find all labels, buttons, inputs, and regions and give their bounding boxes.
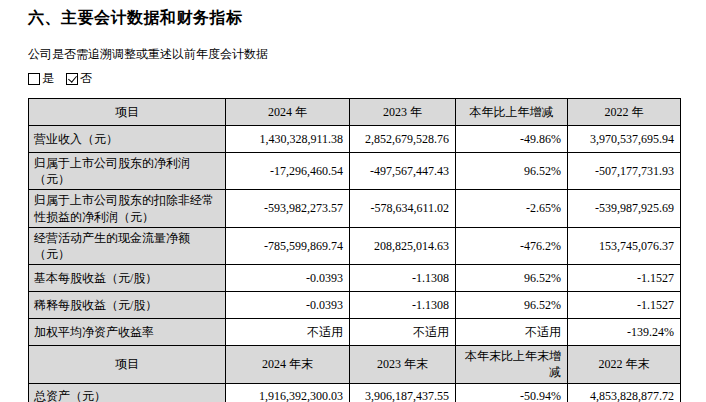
- value-cell: 153,745,076.37: [568, 227, 681, 264]
- value-cell: -539,987,925.69: [568, 190, 681, 227]
- annual-header-row: 项目 2024 年 2023 年 本年比上年增减 2022 年: [29, 99, 681, 126]
- restatement-question: 公司是否需追溯调整或重述以前年度会计数据: [28, 46, 706, 63]
- checkbox-no-checked-icon: [66, 73, 78, 85]
- row-label-cell: 经营活动产生的现金流量净额（元）: [29, 227, 226, 264]
- value-cell: -1.1308: [350, 265, 456, 292]
- option-yes: 是: [28, 70, 54, 87]
- value-cell: 不适用: [226, 319, 350, 346]
- column-header: 本年比上年增减: [456, 99, 568, 126]
- value-cell: -139.24%: [568, 319, 681, 346]
- table-row: 基本每股收益（元/股）-0.0393-1.130896.52%-1.1527: [29, 265, 681, 292]
- restatement-options: 是 否: [28, 70, 706, 87]
- value-cell: -49.86%: [456, 126, 568, 153]
- value-cell: 96.52%: [456, 265, 568, 292]
- table-row: 经营活动产生的现金流量净额（元）-785,599,869.74208,825,0…: [29, 227, 681, 264]
- period-end-rows: 总资产（元）1,916,392,300.033,906,187,437.55-5…: [29, 383, 681, 402]
- value-cell: 1,916,392,300.03: [226, 383, 350, 402]
- value-cell: -1.1308: [350, 292, 456, 319]
- column-header: 本年末比上年末增减: [456, 346, 568, 383]
- row-label-cell: 归属于上市公司股东的扣除非经常性损益的净利润（元）: [29, 190, 226, 227]
- checkbox-yes-icon: [28, 73, 40, 85]
- value-cell: -497,567,447.43: [350, 153, 456, 190]
- value-cell: 96.52%: [456, 292, 568, 319]
- option-no: 否: [66, 70, 92, 87]
- value-cell: 208,825,014.63: [350, 227, 456, 264]
- table-row: 归属于上市公司股东的扣除非经常性损益的净利润（元）-593,982,273.57…: [29, 190, 681, 227]
- value-cell: -0.0393: [226, 265, 350, 292]
- table-row: 归属于上市公司股东的净利润（元）-17,296,460.54-497,567,4…: [29, 153, 681, 190]
- row-label-cell: 基本每股收益（元/股）: [29, 265, 226, 292]
- value-cell: -17,296,460.54: [226, 153, 350, 190]
- option-yes-label: 是: [42, 70, 54, 87]
- value-cell: 不适用: [456, 319, 568, 346]
- financial-indicators-table: 项目 2024 年 2023 年 本年比上年增减 2022 年 营业收入（元）1…: [28, 98, 681, 402]
- value-cell: 96.52%: [456, 153, 568, 190]
- column-header: 2023 年末: [350, 346, 456, 383]
- column-header: 2024 年: [226, 99, 350, 126]
- period-end-header-row: 项目 2024 年末 2023 年末 本年末比上年末增减 2022 年末: [29, 346, 681, 383]
- section-title: 六、主要会计数据和财务指标: [28, 8, 706, 29]
- value-cell: 4,853,828,877.72: [568, 383, 681, 402]
- table-row: 总资产（元）1,916,392,300.033,906,187,437.55-5…: [29, 383, 681, 402]
- column-header: 项目: [29, 346, 226, 383]
- value-cell: -1.1527: [568, 265, 681, 292]
- value-cell: -1.1527: [568, 292, 681, 319]
- row-label-cell: 归属于上市公司股东的净利润（元）: [29, 153, 226, 190]
- column-header: 2024 年末: [226, 346, 350, 383]
- table-row: 营业收入（元）1,430,328,911.382,852,679,528.76-…: [29, 126, 681, 153]
- value-cell: 2,852,679,528.76: [350, 126, 456, 153]
- value-cell: -50.94%: [456, 383, 568, 402]
- value-cell: -0.0393: [226, 292, 350, 319]
- table-row: 稀释每股收益（元/股）-0.0393-1.130896.52%-1.1527: [29, 292, 681, 319]
- row-label-cell: 稀释每股收益（元/股）: [29, 292, 226, 319]
- value-cell: -2.65%: [456, 190, 568, 227]
- annual-rows: 营业收入（元）1,430,328,911.382,852,679,528.76-…: [29, 126, 681, 346]
- value-cell: -785,599,869.74: [226, 227, 350, 264]
- column-header: 项目: [29, 99, 226, 126]
- value-cell: 3,970,537,695.94: [568, 126, 681, 153]
- value-cell: -476.2%: [456, 227, 568, 264]
- column-header: 2023 年: [350, 99, 456, 126]
- row-label-cell: 总资产（元）: [29, 383, 226, 402]
- value-cell: 1,430,328,911.38: [226, 126, 350, 153]
- report-page: 六、主要会计数据和财务指标 公司是否需追溯调整或重述以前年度会计数据 是 否 项…: [0, 0, 706, 402]
- column-header: 2022 年: [568, 99, 681, 126]
- row-label-cell: 加权平均净资产收益率: [29, 319, 226, 346]
- value-cell: -593,982,273.57: [226, 190, 350, 227]
- column-header: 2022 年末: [568, 346, 681, 383]
- option-no-label: 否: [80, 70, 92, 87]
- value-cell: -578,634,611.02: [350, 190, 456, 227]
- table-row: 加权平均净资产收益率不适用不适用不适用-139.24%: [29, 319, 681, 346]
- value-cell: 3,906,187,437.55: [350, 383, 456, 402]
- row-label-cell: 营业收入（元）: [29, 126, 226, 153]
- value-cell: -507,177,731.93: [568, 153, 681, 190]
- value-cell: 不适用: [350, 319, 456, 346]
